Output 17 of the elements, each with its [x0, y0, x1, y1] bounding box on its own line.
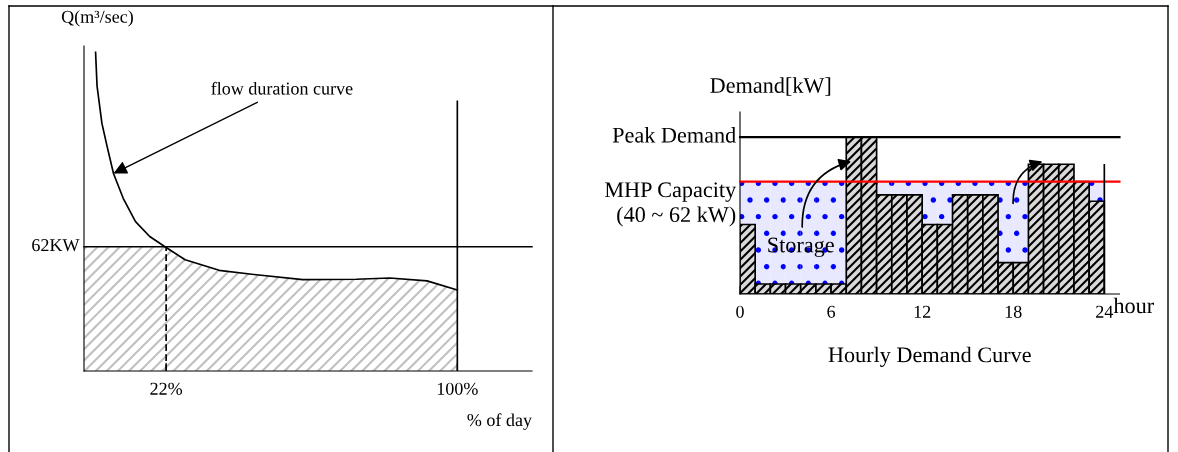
x-tick-label: 18 [1005, 305, 1022, 318]
ref-line-label: 62KW [32, 239, 80, 252]
x-tick-label: 0 [736, 305, 744, 318]
y-axis-title: Q(m³/sec) [61, 10, 133, 27]
x-tick-label: 22% [150, 382, 183, 395]
x-tick-label: 6 [827, 305, 836, 318]
annotation: flow duration curve [211, 81, 353, 95]
annotation: Storage [768, 237, 834, 258]
ref-line-label: MHP Capacity (40 ~ 62 kW) [604, 182, 737, 227]
x-tick-label: 12 [914, 305, 931, 318]
ref-line-label: Peak Demand [612, 127, 736, 143]
text: Hourly Demand Curve [828, 346, 1031, 367]
x-axis-title: hour [1113, 297, 1154, 314]
x-tick-label: 24 [1096, 305, 1114, 318]
y-axis-title: Demand[kW] [710, 77, 831, 96]
x-tick-label: 100% [437, 382, 478, 395]
x-axis-title: % of day [467, 413, 532, 430]
